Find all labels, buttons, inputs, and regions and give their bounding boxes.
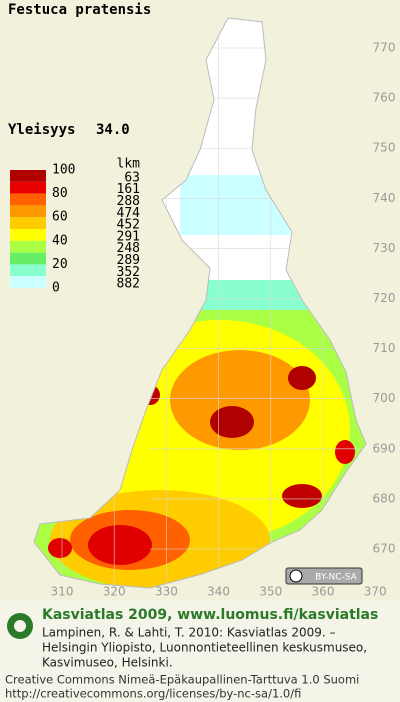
citation-line: Helsingin Yliopisto, Luonnontieteellinen… xyxy=(42,641,367,655)
legend-swatch xyxy=(10,193,46,206)
northing-label: 700 xyxy=(373,391,396,405)
easting-label: 360 xyxy=(312,585,335,599)
logo-center xyxy=(14,620,26,632)
legend-count: 474 xyxy=(117,206,141,221)
easting-label: 320 xyxy=(103,585,126,599)
legend-count: 248 xyxy=(117,241,140,256)
badge-text: BY-NC-SA xyxy=(315,573,358,583)
legend-swatch xyxy=(10,276,46,288)
northing-label: 680 xyxy=(373,491,396,505)
legend-swatch xyxy=(10,252,46,265)
easting-label: 310 xyxy=(51,585,74,599)
northing-label: 770 xyxy=(373,41,396,55)
area xyxy=(335,440,355,464)
area xyxy=(48,538,72,558)
citation-line: Lampinen, R. & Lahti, T. 2010: Kasviatla… xyxy=(42,626,336,640)
northing-label: 710 xyxy=(373,341,396,355)
footer-background xyxy=(0,600,400,702)
easting-label: 330 xyxy=(155,585,178,599)
cc-icon xyxy=(289,569,303,583)
species-title: Festuca pratensis xyxy=(8,2,151,18)
legend-scale-label: 80 xyxy=(52,186,68,201)
area xyxy=(210,406,254,438)
legend-scale-label: 0 xyxy=(52,281,60,296)
frequency-label: Yleisyys xyxy=(8,122,75,138)
area xyxy=(170,350,310,450)
legend-scale-label: 60 xyxy=(52,210,68,225)
legend-count: 452 xyxy=(117,218,140,233)
legend-count: 63 xyxy=(124,170,140,185)
easting-label: 370 xyxy=(364,585,387,599)
frequency-value: 34.0 xyxy=(96,122,130,138)
footer-heading: Kasviatlas 2009, www.luomus.fi/kasviatla… xyxy=(42,607,378,623)
legend-count: 288 xyxy=(117,194,140,209)
legend-scale-label: 100 xyxy=(52,163,75,178)
legend-count: 289 xyxy=(117,253,140,268)
northing-label: 720 xyxy=(373,291,396,305)
legend-scale-label: 40 xyxy=(52,233,68,248)
count-header: lkm xyxy=(117,157,141,172)
legend-swatch xyxy=(10,229,46,241)
badge-box xyxy=(285,567,363,585)
northing-label: 690 xyxy=(373,441,396,455)
legend-swatch xyxy=(10,181,46,194)
legend-swatch xyxy=(10,264,46,277)
legend-count: 161 xyxy=(117,182,140,197)
northing-label: 740 xyxy=(373,191,396,205)
legend-swatch xyxy=(10,240,46,253)
legend-count: 291 xyxy=(117,229,140,244)
legend-swatch xyxy=(10,170,46,182)
license-line: Creative Commons Nimeä-Epäkaupallinen-Ta… xyxy=(5,673,359,687)
license-badge: BY-NC-SA xyxy=(285,567,363,585)
logo xyxy=(7,613,33,639)
area xyxy=(282,484,322,508)
citation-line: Kasvimuseo, Helsinki. xyxy=(42,656,173,670)
license-line: http://creativecommons.org/licenses/by-n… xyxy=(5,687,301,701)
easting-label: 340 xyxy=(207,585,230,599)
area xyxy=(288,366,316,390)
legend-swatch xyxy=(10,205,46,218)
legend-count: 882 xyxy=(117,277,140,292)
easting-label: 350 xyxy=(259,585,282,599)
northing-label: 730 xyxy=(373,241,396,255)
northing-label: 750 xyxy=(373,141,396,155)
legend-scale-label: 20 xyxy=(52,257,68,272)
area xyxy=(88,525,152,565)
northing-label: 760 xyxy=(373,91,396,105)
legend-swatch xyxy=(10,217,46,229)
legend-count: 352 xyxy=(117,265,140,280)
northing-label: 670 xyxy=(373,542,396,556)
